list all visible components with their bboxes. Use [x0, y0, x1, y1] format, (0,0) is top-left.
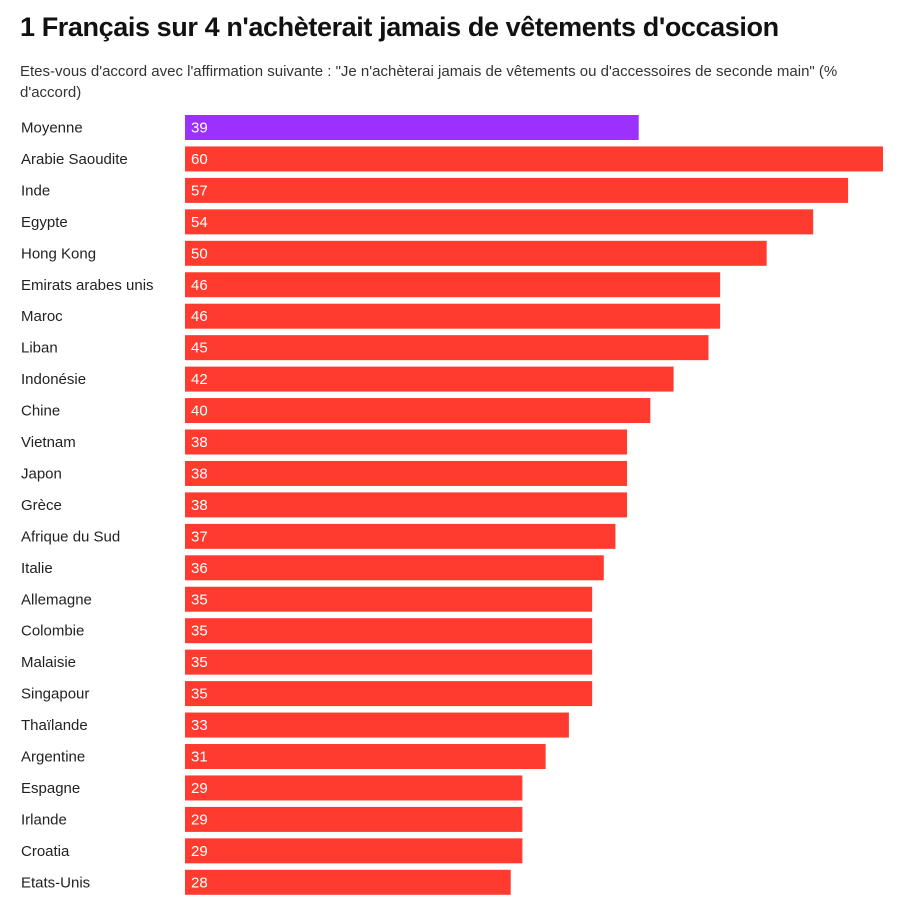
value-label-etats-unis: 28	[191, 874, 208, 891]
value-label-indonesie: 42	[191, 371, 208, 388]
bar-chine	[185, 398, 651, 424]
category-label-liban: Liban	[21, 340, 58, 357]
value-label-liban: 45	[191, 340, 208, 357]
value-label-colombie: 35	[191, 623, 208, 640]
value-label-afrique-du-sud: 37	[191, 528, 208, 545]
bar-emirats-arabes-unis	[185, 272, 721, 298]
value-label-maroc: 46	[191, 308, 208, 325]
category-label-thailande: Thaïlande	[21, 717, 88, 734]
bar-etats-unis	[185, 869, 511, 895]
bar-inde	[185, 177, 849, 203]
chart-subtitle: Etes-vous d'accord avec l'affirmation su…	[20, 63, 838, 101]
category-label-singapour: Singapour	[21, 686, 89, 703]
bar-liban	[185, 335, 709, 361]
bar-espagne	[185, 775, 523, 801]
value-label-espagne: 29	[191, 780, 208, 797]
category-label-irlande: Irlande	[21, 811, 67, 828]
value-label-egypte: 54	[191, 214, 208, 231]
value-label-inde: 57	[191, 182, 208, 199]
category-label-moyenne: Moyenne	[21, 120, 83, 137]
category-label-arabie-saoudite: Arabie Saoudite	[21, 151, 128, 168]
category-label-chine: Chine	[21, 403, 60, 420]
bar-moyenne	[185, 115, 639, 140]
value-label-allemagne: 35	[191, 591, 208, 608]
category-label-colombie: Colombie	[21, 623, 84, 640]
category-label-maroc: Maroc	[21, 308, 63, 325]
bar-thailande	[185, 712, 569, 738]
bar-malaisie	[185, 649, 593, 675]
bar-japon	[185, 460, 628, 486]
category-label-malaisie: Malaisie	[21, 654, 76, 671]
category-label-egypte: Egypte	[21, 214, 68, 231]
bar-hong-kong	[185, 240, 767, 266]
value-label-croatia: 29	[191, 843, 208, 860]
category-label-japon: Japon	[21, 465, 62, 482]
category-label-italie: Italie	[21, 560, 53, 577]
value-label-grece: 38	[191, 497, 208, 514]
category-label-emirats-arabes-unis: Emirats arabes unis	[21, 277, 154, 294]
bar-allemagne	[185, 586, 593, 612]
bar-grece	[185, 492, 628, 518]
bar-arabie-saoudite	[185, 146, 883, 172]
bar-singapour	[185, 681, 593, 707]
bar-croatia	[185, 838, 523, 864]
value-label-singapour: 35	[191, 686, 208, 703]
bar-argentine	[185, 744, 546, 769]
value-label-chine: 40	[191, 403, 208, 420]
value-label-emirats-arabes-unis: 46	[191, 277, 208, 294]
category-label-indonesie: Indonésie	[21, 371, 86, 388]
value-label-japon: 38	[191, 465, 208, 482]
category-label-argentine: Argentine	[21, 749, 85, 766]
category-label-croatia: Croatia	[21, 843, 70, 860]
category-label-hong-kong: Hong Kong	[21, 245, 96, 262]
value-label-arabie-saoudite: 60	[191, 151, 208, 168]
bar-indonesie	[185, 366, 674, 392]
category-label-espagne: Espagne	[21, 780, 80, 797]
value-label-hong-kong: 50	[191, 245, 208, 262]
bar-maroc	[185, 303, 721, 329]
value-label-irlande: 29	[191, 811, 208, 828]
category-label-grece: Grèce	[21, 497, 62, 514]
value-label-argentine: 31	[191, 749, 208, 766]
bar-colombie	[185, 618, 593, 644]
bar-italie	[185, 555, 604, 581]
value-label-moyenne: 39	[191, 120, 208, 137]
value-label-malaisie: 35	[191, 654, 208, 671]
category-label-vietnam: Vietnam	[21, 434, 76, 451]
bar-afrique-du-sud	[185, 523, 616, 549]
category-label-afrique-du-sud: Afrique du Sud	[21, 528, 120, 545]
bar-vietnam	[185, 429, 628, 455]
value-label-vietnam: 38	[191, 434, 208, 451]
category-label-inde: Inde	[21, 182, 50, 199]
category-label-etats-unis: Etats-Unis	[21, 874, 90, 891]
category-label-allemagne: Allemagne	[21, 591, 92, 608]
bar-irlande	[185, 806, 523, 832]
value-label-italie: 36	[191, 560, 208, 577]
bar-egypte	[185, 209, 814, 235]
chart-title: 1 Français sur 4 n'achèterait jamais de …	[20, 12, 779, 42]
value-label-thailande: 33	[191, 717, 208, 734]
